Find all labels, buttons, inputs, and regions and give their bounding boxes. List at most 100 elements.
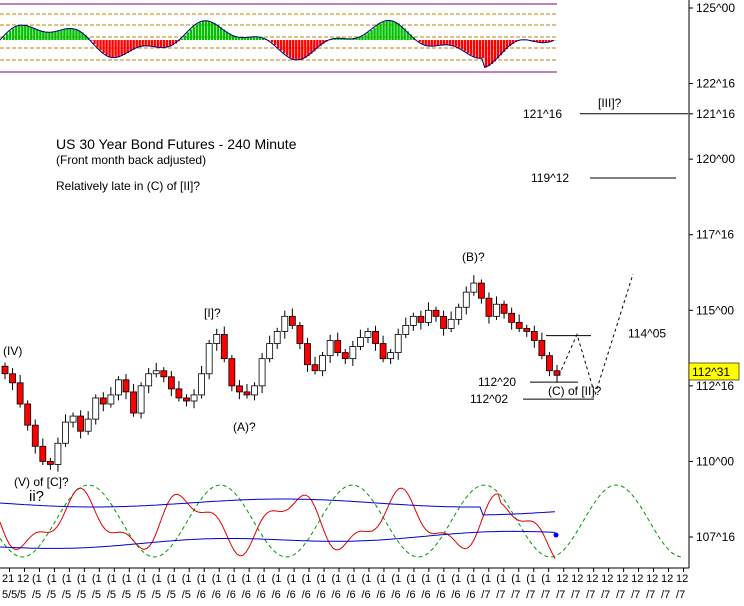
level-label: 119^12 bbox=[531, 171, 569, 185]
x-tick-label: (1 bbox=[32, 573, 42, 585]
x-tick-label: (1 bbox=[92, 573, 102, 585]
x-tick-label: 21 bbox=[2, 573, 14, 585]
histogram-bar-negative bbox=[532, 40, 536, 42]
histogram-bar-negative bbox=[469, 40, 473, 55]
x-date-label: /5 bbox=[32, 589, 41, 601]
histogram-bar-positive bbox=[213, 23, 217, 40]
level-label: 114^05 bbox=[628, 326, 666, 340]
candle-down bbox=[538, 340, 546, 357]
histogram-bar-negative bbox=[460, 40, 464, 50]
histogram-bar-negative bbox=[126, 40, 129, 54]
x-tick-label: 12 bbox=[676, 573, 688, 585]
histogram-bar-positive bbox=[66, 28, 69, 40]
candle-up bbox=[107, 394, 115, 405]
cycle-blue-upper bbox=[0, 498, 556, 516]
x-tick-label: (1 bbox=[496, 573, 506, 585]
histogram-bar-positive bbox=[394, 21, 397, 40]
x-tick-label: (1 bbox=[421, 573, 431, 585]
histogram-bar-positive bbox=[204, 20, 208, 40]
level-label: 112^20 bbox=[478, 375, 516, 389]
candle-down bbox=[183, 397, 190, 402]
candle-down bbox=[417, 315, 425, 323]
histogram-bar-negative bbox=[280, 40, 283, 51]
wave-label: (V) of [C]? bbox=[14, 475, 69, 489]
x-date-label: /7 bbox=[511, 589, 520, 601]
x-tick-label: (1 bbox=[451, 573, 461, 585]
histogram-bar-negative bbox=[289, 40, 292, 58]
x-date-label: /7 bbox=[526, 589, 535, 601]
histogram-bar-positive bbox=[27, 25, 30, 40]
x-date-label: /5 bbox=[107, 589, 116, 601]
x-date-label: /5 bbox=[77, 589, 86, 601]
x-date-label: /6 bbox=[376, 589, 385, 601]
x-date-label: /6 bbox=[436, 589, 445, 601]
candle-up bbox=[137, 385, 145, 414]
x-date-label: /7 bbox=[571, 589, 580, 601]
histogram-bar-positive bbox=[3, 36, 6, 40]
histogram-bar-positive bbox=[228, 33, 232, 40]
x-date-label: /7 bbox=[661, 589, 670, 601]
candle-up bbox=[462, 291, 470, 308]
candle-down bbox=[31, 424, 39, 447]
histogram-bar-negative bbox=[547, 40, 551, 43]
y-tick-label: 117^16 bbox=[696, 228, 734, 242]
candle-down bbox=[1, 365, 9, 375]
histogram-bar-positive bbox=[36, 29, 39, 40]
x-date-label: /6 bbox=[466, 589, 475, 601]
candle-up bbox=[213, 334, 221, 344]
x-date-label: /5 bbox=[137, 589, 146, 601]
histogram-bar-negative bbox=[433, 40, 436, 47]
x-tick-label: (1 bbox=[272, 573, 282, 585]
histogram-bar-negative bbox=[108, 40, 111, 57]
histogram-bar-negative bbox=[105, 40, 108, 56]
histogram-bar-negative bbox=[114, 40, 117, 58]
histogram-bar-negative bbox=[424, 40, 427, 46]
candle-up bbox=[145, 373, 153, 387]
histogram-bar-negative bbox=[436, 40, 439, 46]
histogram-bar-negative bbox=[174, 40, 178, 44]
histogram-bar-negative bbox=[159, 40, 162, 48]
histogram-bar-positive bbox=[400, 25, 403, 40]
cycle-indicator-panel bbox=[0, 484, 684, 559]
histogram-bar-negative bbox=[171, 40, 175, 46]
candle-up bbox=[319, 355, 326, 372]
histogram-bar-negative bbox=[316, 40, 319, 49]
x-date-label: /5 bbox=[182, 589, 191, 601]
histogram-bar-positive bbox=[201, 21, 205, 40]
x-date-label: /6 bbox=[302, 589, 311, 601]
chart-title: US 30 Year Bond Futures - 240 Minute bbox=[56, 136, 297, 152]
wave-label: [I]? bbox=[204, 306, 221, 320]
candle-up bbox=[281, 315, 289, 332]
histogram-bar-positive bbox=[210, 21, 214, 40]
histogram-bar-positive bbox=[24, 25, 27, 40]
histogram-bar-positive bbox=[364, 34, 367, 40]
histogram-bar-negative bbox=[273, 40, 277, 46]
x-date-label: /6 bbox=[317, 589, 326, 601]
histogram-bar-positive bbox=[33, 27, 36, 40]
x-date-label: /6 bbox=[406, 589, 415, 601]
histogram-bar-positive bbox=[207, 20, 211, 40]
x-date-label: /7 bbox=[676, 589, 685, 601]
histogram-bar-negative bbox=[162, 40, 165, 48]
candle-down bbox=[175, 388, 183, 399]
histogram-bar-positive bbox=[72, 28, 75, 40]
histogram-bar-negative bbox=[153, 40, 156, 47]
target-levels: 121^16 119^12 114^05 112^20 112^02 bbox=[470, 107, 688, 406]
histogram-bar-negative bbox=[295, 40, 298, 60]
x-date-label: /6 bbox=[197, 589, 206, 601]
histogram-bar-negative bbox=[129, 40, 132, 52]
candle-up bbox=[54, 442, 62, 465]
histogram-bar-negative bbox=[487, 40, 491, 67]
x-date-label: /7 bbox=[586, 589, 595, 601]
histogram-bar-positive bbox=[69, 28, 72, 40]
cycle-marker bbox=[553, 532, 559, 538]
candle-down bbox=[228, 358, 236, 387]
histogram-bar-positive bbox=[57, 31, 60, 40]
x-tick-label: 12 bbox=[661, 573, 673, 585]
candle-down bbox=[122, 379, 130, 393]
projection-line bbox=[558, 273, 634, 397]
candle-down bbox=[485, 297, 493, 317]
candle-down bbox=[304, 343, 311, 366]
histogram-bar-positive bbox=[78, 30, 81, 40]
x-date-label: /7 bbox=[481, 589, 490, 601]
